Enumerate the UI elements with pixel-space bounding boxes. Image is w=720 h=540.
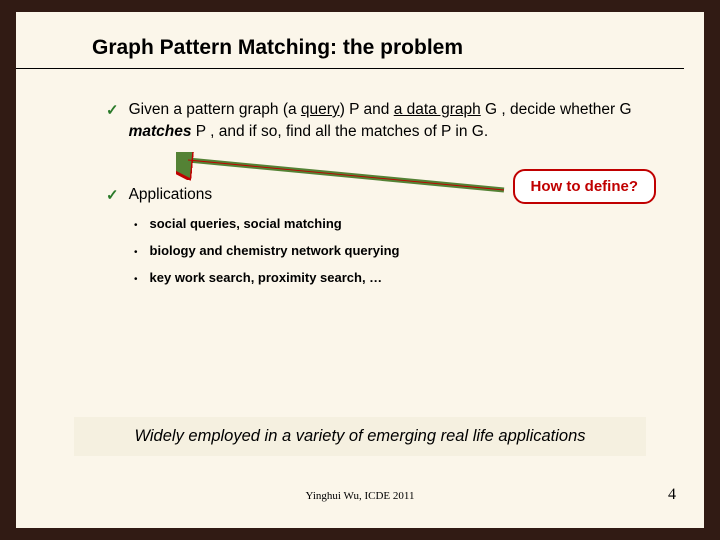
sub-list: • social queries, social matching • biol…: [134, 216, 660, 285]
t-datagraph: a data graph: [394, 101, 481, 118]
bullet-dot-icon: •: [134, 220, 138, 231]
t: P , and if so, find all the matches of P…: [191, 123, 488, 140]
check-icon: ✓: [106, 186, 119, 204]
summary-box: Widely employed in a variety of emerging…: [74, 417, 646, 456]
t: ) P and: [340, 101, 394, 118]
t: Given a pattern graph (a: [129, 101, 301, 118]
t-query: query: [301, 101, 340, 118]
t: G , decide whether G: [481, 101, 632, 118]
sub-2: biology and chemistry network querying: [150, 243, 400, 258]
slide-title: Graph Pattern Matching: the problem: [16, 12, 684, 69]
sub-3: key work search, proximity search, …: [150, 270, 383, 285]
slide: Graph Pattern Matching: the problem ✓ Gi…: [16, 12, 704, 528]
t-matches: matches: [129, 123, 192, 140]
bullet-item-1: ✓ Given a pattern graph (a query) P and …: [106, 99, 660, 144]
list-item: • key work search, proximity search, …: [134, 270, 660, 285]
footer-author: Yinghui Wu, ICDE 2011: [16, 490, 704, 502]
callout-box: How to define?: [513, 169, 657, 204]
bullet-dot-icon: •: [134, 247, 138, 258]
sub-1: social queries, social matching: [150, 216, 342, 231]
bullet-dot-icon: •: [134, 274, 138, 285]
content-area: ✓ Given a pattern graph (a query) P and …: [16, 69, 704, 285]
bullet-2-text: Applications: [129, 184, 213, 206]
summary-text: Widely employed in a variety of emerging…: [134, 427, 585, 445]
page-number: 4: [668, 486, 676, 504]
list-item: • social queries, social matching: [134, 216, 660, 231]
list-item: • biology and chemistry network querying: [134, 243, 660, 258]
check-icon: ✓: [106, 101, 119, 119]
bullet-1-text: Given a pattern graph (a query) P and a …: [129, 99, 660, 144]
callout-text: How to define?: [531, 178, 639, 195]
